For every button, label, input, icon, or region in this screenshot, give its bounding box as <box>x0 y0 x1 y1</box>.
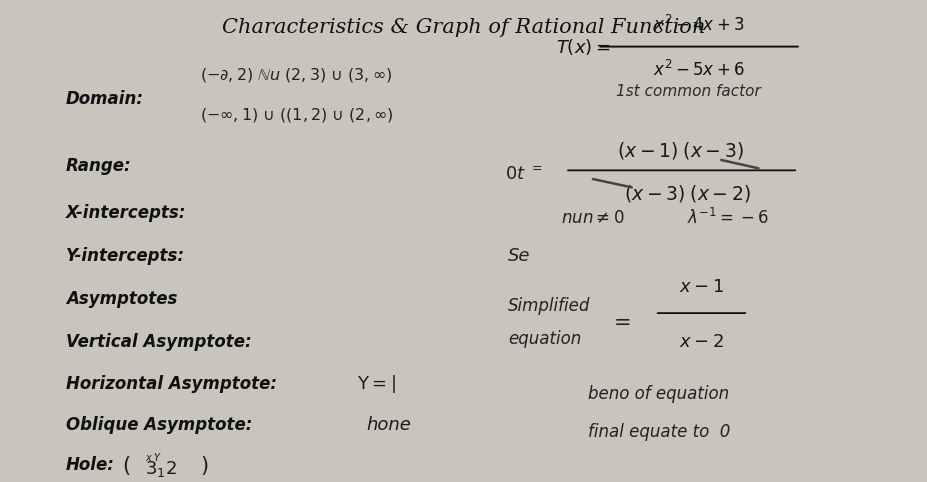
Text: $3_1 2$: $3_1 2$ <box>145 459 176 479</box>
Text: Vertical Asymptote:: Vertical Asymptote: <box>66 333 252 351</box>
Text: Oblique Asymptote:: Oblique Asymptote: <box>66 416 252 434</box>
Text: Se: Se <box>508 247 530 265</box>
Text: Range:: Range: <box>66 157 132 174</box>
Text: =: = <box>614 313 631 333</box>
Text: $nun \neq 0$: $nun \neq 0$ <box>561 209 624 227</box>
Text: $T(x) =$: $T(x) =$ <box>556 37 610 56</box>
Text: $\lambda^{-1} = -6$: $\lambda^{-1} = -6$ <box>687 208 769 228</box>
Text: $(-\infty, 1)$ $\cup$ $((1,2)$ $\cup$ $(2, \infty)$: $(-\infty, 1)$ $\cup$ $((1,2)$ $\cup$ $(… <box>200 106 394 124</box>
Text: $0\mathit{t}^{\ =}$: $0\mathit{t}^{\ =}$ <box>505 166 542 184</box>
Text: Characteristics & Graph of Rational Function: Characteristics & Graph of Rational Func… <box>222 18 705 37</box>
Text: $(x-1)\;(x-3)$: $(x-1)\;(x-3)$ <box>617 140 744 161</box>
Text: $x - 2$: $x - 2$ <box>679 333 723 351</box>
Text: $)$: $)$ <box>200 454 209 477</box>
Text: Domain:: Domain: <box>66 90 144 108</box>
Text: Horizontal Asymptote:: Horizontal Asymptote: <box>66 375 277 393</box>
Text: $x - 1$: $x - 1$ <box>679 279 723 296</box>
Text: $\Upsilon = |$: $\Upsilon = |$ <box>357 374 396 396</box>
Text: Simplified: Simplified <box>508 297 590 315</box>
Text: 1st common factor: 1st common factor <box>616 84 761 99</box>
Text: $($: $($ <box>121 454 130 477</box>
Text: Asymptotes: Asymptotes <box>66 290 177 308</box>
Text: Hole:: Hole: <box>66 456 115 474</box>
Text: equation: equation <box>508 330 581 348</box>
Text: $x^2 - 4x + 3$: $x^2 - 4x + 3$ <box>654 14 745 35</box>
Text: Y-intercepts:: Y-intercepts: <box>66 247 185 265</box>
Text: $(x-3)\;(x-2)$: $(x-3)\;(x-2)$ <box>624 183 751 204</box>
Text: hone: hone <box>366 416 412 434</box>
Text: $x\;Y$: $x\;Y$ <box>145 451 162 463</box>
Text: final equate to  0: final equate to 0 <box>589 423 730 441</box>
Text: $(-\partial, 2)$ $\mathbb{N}u$ $(2,3)$ $\cup$ $(3,\infty)$: $(-\partial, 2)$ $\mathbb{N}u$ $(2,3)$ $… <box>200 66 392 84</box>
Text: $x^2 - 5x + 6$: $x^2 - 5x + 6$ <box>654 59 745 80</box>
Text: beno of equation: beno of equation <box>589 385 730 403</box>
Text: X-intercepts:: X-intercepts: <box>66 204 186 222</box>
